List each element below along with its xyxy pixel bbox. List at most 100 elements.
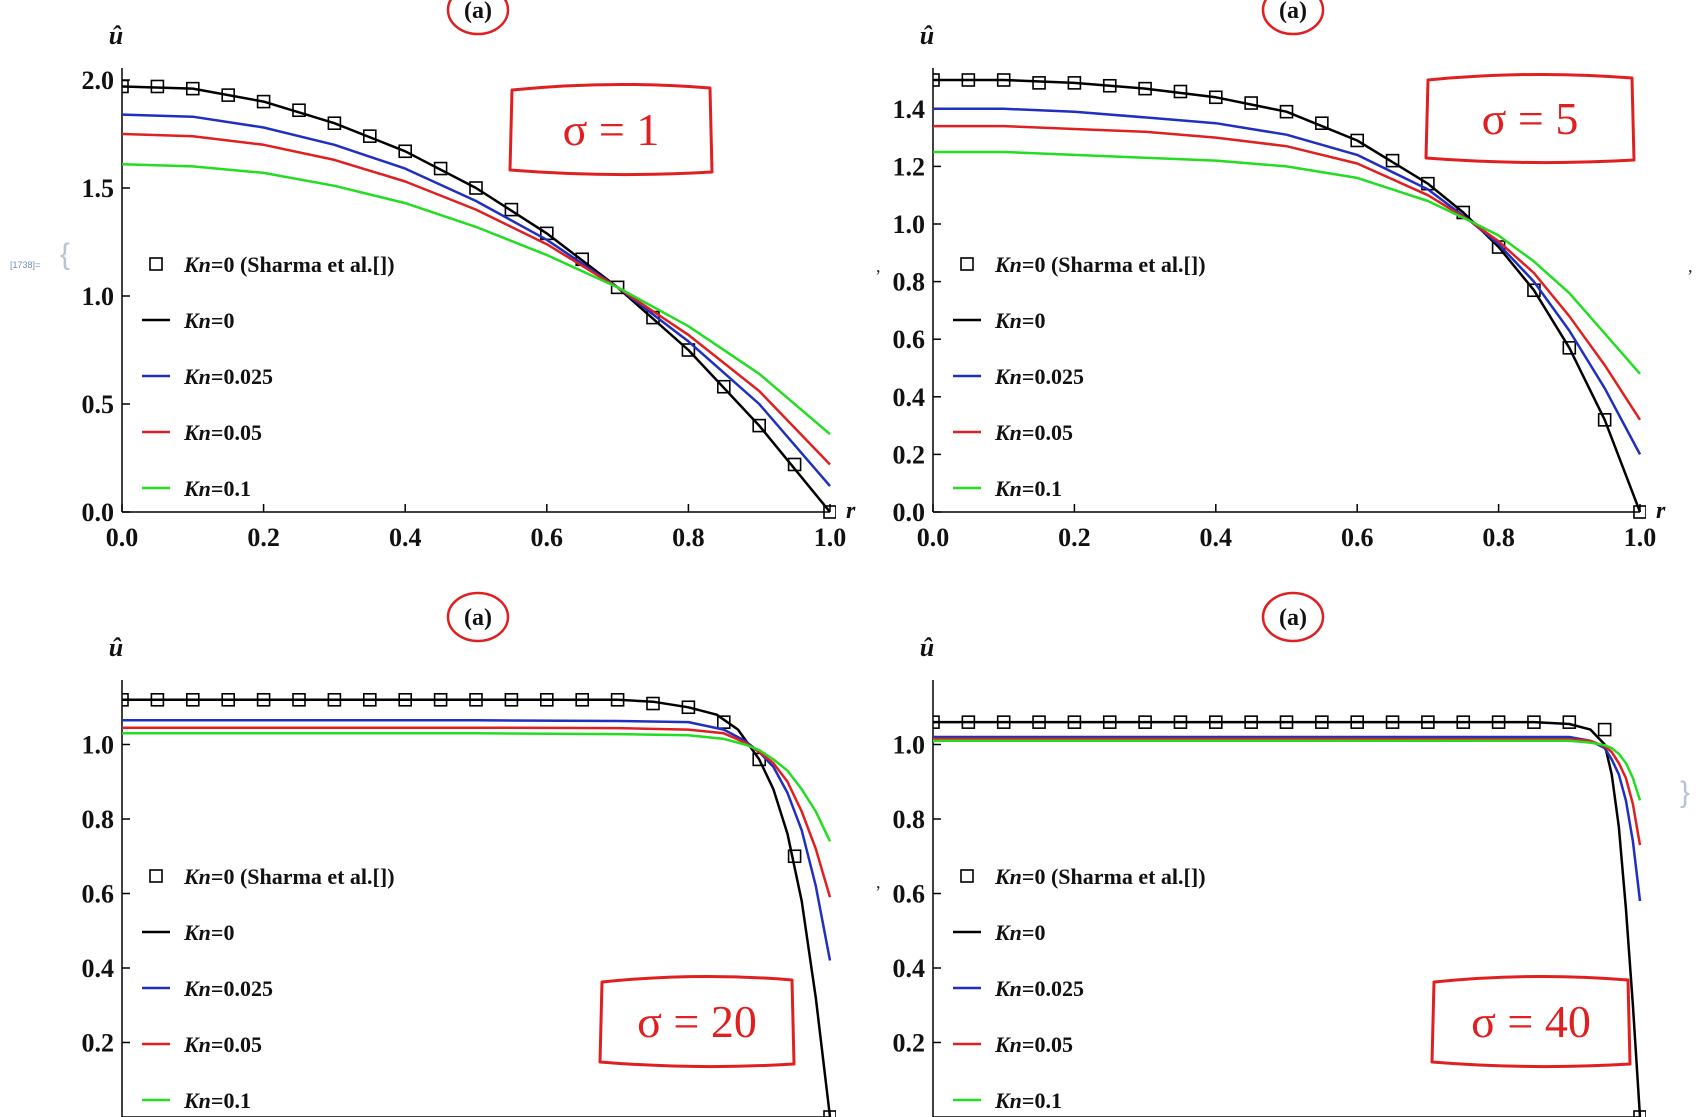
legend-label: Kn=0.1: [994, 1088, 1062, 1113]
y-tick-label: 1.0: [893, 210, 926, 239]
y-tick-label: 0.4: [893, 383, 926, 412]
chart-title: (a): [1279, 0, 1307, 24]
data-marker: [823, 505, 836, 519]
x-axis-label: r: [1656, 498, 1666, 524]
data-marker: [1385, 153, 1400, 168]
legend-label: Kn=0.05: [994, 420, 1073, 445]
y-tick-label: 0.8: [82, 805, 115, 834]
title-circle-annotation: [446, 0, 510, 36]
legend-label: Kn=0.1: [994, 476, 1062, 501]
series-line-kn-0-025: [933, 107, 1642, 455]
title-circle-annotation: [1261, 591, 1325, 643]
chart-panel-3: (a) û 0.2 0.4 0.6 0.8 1.0 Kn=0 (Sharma et al.[]…: [82, 591, 836, 1117]
series-line-kn-0-1: [122, 732, 832, 842]
plot-area: [933, 73, 1646, 519]
list-comma: ,: [1688, 256, 1693, 276]
sigma-annotation: σ = 1: [563, 104, 660, 155]
y-tick-label: 1.0: [82, 282, 115, 311]
x-tick-label: 1.0: [814, 523, 847, 552]
list-comma: ,: [876, 256, 881, 276]
sigma-annotation: σ = 20: [637, 996, 757, 1047]
data-marker: [1032, 76, 1046, 90]
data-marker: [752, 418, 767, 433]
y-tick-label: 0.2: [893, 1029, 926, 1058]
series-line-kn-0-05: [933, 124, 1642, 421]
data-marker: [1633, 505, 1646, 519]
data-marker: [504, 202, 519, 217]
series-line-kn-0-025: [122, 113, 831, 487]
plot-area: [122, 79, 836, 519]
legend-marker: [960, 869, 974, 883]
series-line-kn-0-1: [933, 150, 1641, 375]
x-tick-label: 0.8: [672, 523, 705, 552]
legend-label: Kn=0.05: [994, 1032, 1073, 1057]
y-tick-label: 0.4: [893, 954, 926, 983]
data-marker: [681, 343, 696, 357]
legend-marker: [149, 869, 163, 883]
y-tick-label: 0.0: [893, 498, 926, 527]
y-axis-label: û: [920, 633, 934, 662]
x-tick-label: 1.0: [1624, 523, 1657, 552]
data-marker: [398, 144, 413, 159]
title-circle-annotation: [1261, 0, 1325, 36]
y-tick-label: 1.4: [893, 95, 926, 124]
x-axis-label: r: [846, 498, 856, 524]
legend-label: Kn=0: [183, 920, 234, 945]
data-marker: [1597, 722, 1612, 737]
x-tick-label: 0.6: [531, 523, 564, 552]
legend-label: Kn=0 (Sharma et al.[]): [183, 252, 395, 277]
y-tick-label: 0.6: [82, 880, 115, 909]
data-marker: [1562, 341, 1577, 355]
data-marker: [469, 181, 483, 195]
y-tick-label: 0.6: [893, 880, 926, 909]
legend-label: Kn=0.05: [183, 1032, 262, 1057]
data-marker: [1350, 133, 1364, 148]
y-tick-label: 0.8: [893, 805, 926, 834]
data-marker: [1597, 413, 1612, 427]
open-brace: {: [60, 238, 71, 271]
legend-label: Kn=0.025: [183, 976, 273, 1001]
data-marker: [610, 280, 625, 295]
x-tick-label: 0.8: [1482, 523, 1515, 552]
y-tick-label: 1.2: [893, 152, 926, 181]
title-circle-annotation: [446, 591, 510, 643]
legend-marker: [960, 257, 974, 271]
y-tick-label: 1.0: [82, 731, 115, 760]
series-line-kn-0: [122, 85, 831, 513]
data-marker: [433, 161, 448, 176]
plot-area: [933, 715, 1646, 1117]
annotation-box: [508, 82, 714, 177]
legend-label: Kn=0 (Sharma et al.[]): [183, 864, 395, 889]
series-line-kn-0: [122, 698, 832, 1117]
series-line-kn-0-05: [122, 132, 831, 466]
y-tick-label: 1.5: [82, 174, 115, 203]
legend-label: Kn=0.1: [183, 476, 251, 501]
legend-label: Kn=0: [994, 308, 1045, 333]
series-line-kn-0-05: [933, 737, 1642, 846]
chart-title: (a): [464, 605, 492, 631]
x-tick-label: 0.0: [917, 523, 950, 552]
data-marker: [716, 715, 731, 729]
legend-marker: [149, 257, 163, 271]
annotation-box: [1430, 974, 1632, 1069]
data-marker: [1562, 715, 1577, 729]
sigma-annotation: σ = 40: [1471, 996, 1591, 1047]
sigma-annotation: σ = 5: [1482, 93, 1579, 144]
y-axis-label: û: [109, 633, 123, 662]
data-marker: [327, 116, 342, 130]
x-tick-label: 0.4: [389, 523, 422, 552]
chart-panel-4: (a) û 0.2 0.4 0.6 0.8 1.0 Kn=0 (Sharma et al.[]…: [893, 591, 1646, 1117]
legend-label: Kn=0.05: [183, 420, 262, 445]
y-tick-label: 1.0: [893, 731, 926, 760]
y-tick-label: 0.4: [82, 954, 115, 983]
chart-title: (a): [464, 0, 492, 24]
chart-panel-2: (a) û r 0.0 0.2 0.4 0.6 0.8 1.0 1.2 1.4 0.0 0.2 0.4 0.…: [893, 0, 1666, 552]
y-tick-label: 0.0: [82, 498, 115, 527]
series-line-kn-0-1: [933, 739, 1642, 801]
chart-title: (a): [1279, 605, 1307, 631]
list-comma: ,: [876, 872, 881, 892]
x-tick-label: 0.0: [106, 523, 139, 552]
y-tick-label: 0.2: [82, 1029, 115, 1058]
y-axis-label: û: [109, 21, 123, 50]
